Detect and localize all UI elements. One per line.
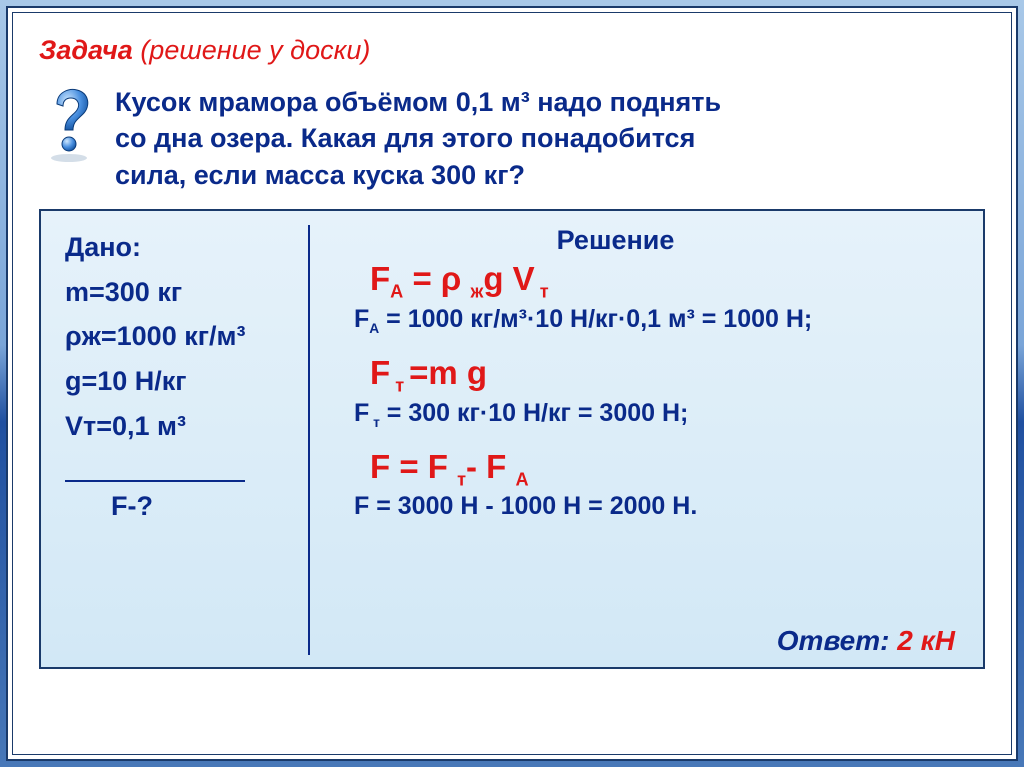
given-find: F-? [65, 484, 298, 529]
ft-sub: т [390, 376, 409, 396]
fa-formula: FА = ρ жg V т [370, 260, 965, 303]
f-calc: F = 3000 Н - 1000 Н = 2000 Н. [354, 492, 965, 521]
problem-row: Кусок мрамора объёмом 0,1 м³ надо поднят… [39, 84, 985, 193]
fa-calc-sym: F [354, 305, 369, 333]
given-density-val: =1000 кг/м³ [101, 321, 246, 351]
slide-title: Задача (решение у доски) [39, 35, 985, 66]
given-vol-val: =0,1 м³ [96, 411, 186, 441]
f-mid: - F [466, 448, 515, 485]
answer-value: 2 кН [897, 625, 955, 656]
given-density-sub: ж [82, 321, 101, 351]
fa-r2: g V [483, 260, 534, 297]
given-heading: Дано: [65, 225, 298, 270]
ft-rhs: =m g [409, 354, 487, 391]
solution-box: Дано: m=300 кг ρж=1000 кг/м³ g=10 Н/кг V… [39, 209, 985, 669]
problem-line-1: Кусок мрамора объёмом 0,1 м³ надо поднят… [115, 87, 721, 117]
fa-r2sub: т [535, 282, 549, 302]
fa-calc-val: = 1000 кг/м³·10 Н/кг·0,1 м³ = 1000 Н; [379, 305, 812, 333]
ft-lhs: F [370, 354, 390, 391]
fa-sub: А [390, 282, 403, 302]
answer-label: Ответ: [777, 625, 897, 656]
given-column: Дано: m=300 кг ρж=1000 кг/м³ g=10 Н/кг V… [65, 225, 310, 655]
ft-calc-sub: т [369, 415, 380, 430]
fa-r1sub: ж [470, 282, 483, 302]
fa-lhs: F [370, 260, 390, 297]
problem-line-2: со дна озера. Какая для этого понадобитс… [115, 123, 695, 153]
f-sub1: т [457, 469, 466, 489]
answer: Ответ: 2 кН [777, 625, 955, 657]
fa-r1: = ρ [403, 260, 470, 297]
given-volume: Vт=0,1 м³ [65, 404, 298, 449]
given-density: ρж=1000 кг/м³ [65, 314, 298, 359]
question-mark-icon [39, 84, 103, 164]
ft-calc: F т = 300 кг·10 Н/кг = 3000 Н; [354, 399, 965, 430]
work-column: Решение FА = ρ жg V т FА = 1000 кг/м³·10… [310, 225, 965, 655]
slide-outer-frame: Задача (решение у доски) [6, 6, 1018, 761]
ft-formula: F т =m g [370, 354, 965, 397]
work-heading: Решение [336, 225, 965, 256]
fa-calc-sub: А [369, 321, 379, 336]
ft-calc-val: = 300 кг·10 Н/кг = 3000 Н; [380, 399, 689, 427]
ft-calc-sym: F [354, 399, 369, 427]
problem-line-3: сила, если масса куска 300 кг? [115, 160, 525, 190]
problem-statement: Кусок мрамора объёмом 0,1 м³ надо поднят… [115, 84, 985, 193]
fa-calc: FА = 1000 кг/м³·10 Н/кг·0,1 м³ = 1000 Н; [354, 305, 965, 336]
given-divider [65, 448, 245, 482]
given-vol-sym: V [65, 411, 83, 441]
f-formula: F = F т- F А [370, 448, 965, 491]
title-main: Задача [39, 35, 140, 65]
f-sub2: А [515, 469, 528, 489]
given-mass: m=300 кг [65, 270, 298, 315]
given-density-sym: ρ [65, 321, 82, 351]
f-lhs: F = F [370, 448, 457, 485]
slide-inner-frame: Задача (решение у доски) [12, 12, 1012, 755]
title-sub: (решение у доски) [140, 35, 370, 65]
given-vol-sub: т [83, 411, 96, 441]
given-g: g=10 Н/кг [65, 359, 298, 404]
